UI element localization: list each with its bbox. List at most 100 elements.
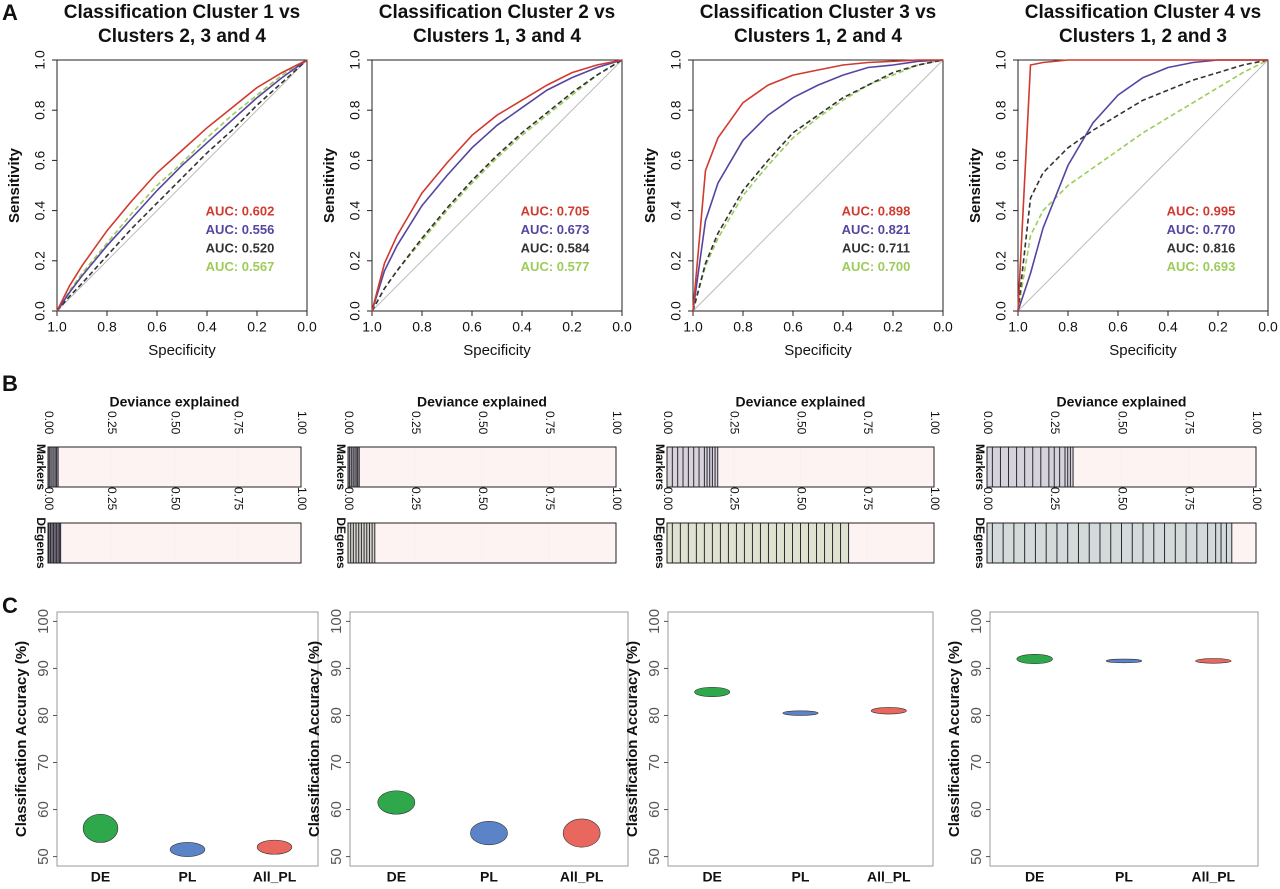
covered-region — [987, 447, 1074, 487]
y-tick-label: 0.6 — [993, 150, 1009, 170]
auc-label: AUC: 0.673 — [521, 222, 590, 237]
chart-title: Clusters 1, 2 and 4 — [734, 26, 902, 47]
violin — [694, 686, 731, 697]
x-tick-label: 1.00 — [295, 487, 309, 511]
roc-curve — [1017, 59, 1269, 312]
y-tick-label: 60 — [35, 801, 52, 818]
x-tick-label: 0.50 — [476, 411, 490, 435]
x-tick-label: 0.2 — [247, 319, 267, 335]
x-tick-label: 0.25 — [105, 411, 119, 435]
x-tick-label: 1.0 — [362, 319, 382, 335]
strip-frame — [47, 522, 302, 564]
y-tick-label: 1.0 — [668, 50, 684, 70]
x-tick-label: 0.50 — [476, 487, 490, 511]
violin — [870, 707, 907, 715]
x-tick-label: 0.50 — [168, 411, 182, 435]
y-axis-label: Sensitivity — [321, 147, 338, 223]
x-tick-label: 1.0 — [47, 319, 67, 335]
y-tick-label: 0.2 — [993, 251, 1009, 271]
y-tick-label: 0.6 — [668, 150, 684, 170]
strip-frame — [986, 522, 1257, 564]
covered-region — [987, 523, 1232, 563]
y-tick-label: 0.4 — [32, 201, 48, 221]
auc-label: AUC: 0.770 — [1167, 222, 1236, 237]
y-axis-label: Classification Accuracy (%) — [946, 641, 963, 837]
x-tick-label: 0.25 — [1048, 487, 1062, 511]
plot-frame — [989, 611, 1259, 867]
strip-title: Deviance explained — [110, 394, 240, 410]
x-tick-label: 1.00 — [295, 411, 309, 435]
series-label: DEgenes — [34, 517, 48, 569]
x-tick-label: All_PL — [253, 869, 297, 885]
auc-label: AUC: 0.995 — [1167, 203, 1236, 218]
y-tick-label: 0.4 — [347, 201, 363, 221]
violin — [1105, 658, 1143, 664]
y-tick-label: 80 — [328, 707, 345, 724]
y-tick-label: 1.0 — [32, 50, 48, 70]
x-tick-label: 0.75 — [232, 411, 246, 435]
auc-label: AUC: 0.711 — [842, 240, 910, 255]
y-tick-label: 60 — [646, 801, 663, 818]
y-tick-label: 60 — [968, 801, 985, 818]
y-tick-label: 70 — [646, 754, 663, 771]
chart-title: Clusters 2, 3 and 4 — [98, 26, 266, 47]
x-tick-label: 0.25 — [105, 487, 119, 511]
violin — [470, 821, 508, 846]
x-tick-label: 0.00 — [342, 411, 356, 435]
y-tick-label: 0.4 — [668, 201, 684, 221]
x-tick-label: 0.25 — [409, 487, 423, 511]
x-tick-label: PL — [480, 869, 498, 885]
x-tick-label: 0.00 — [981, 487, 995, 511]
auc-label: AUC: 0.700 — [842, 259, 911, 274]
x-tick-label: 0.75 — [861, 487, 875, 511]
y-tick-label: 0.0 — [993, 301, 1009, 321]
strip-frame — [666, 446, 935, 488]
y-tick-label: 0.2 — [32, 251, 48, 271]
y-tick-label: 1.0 — [347, 50, 363, 70]
strip-title: Deviance explained — [736, 394, 866, 410]
roc-curve — [692, 59, 944, 312]
x-tick-label: 0.75 — [543, 411, 557, 435]
chart-title: Classification Cluster 2 vs — [379, 2, 616, 23]
x-axis-label: Specificity — [463, 342, 531, 359]
x-tick-label: DE — [387, 869, 406, 885]
series-label: Markers — [34, 444, 48, 490]
strip-frame — [47, 446, 302, 488]
y-tick-label: 80 — [646, 707, 663, 724]
y-tick-label: 100 — [968, 609, 985, 634]
plot-frame — [371, 59, 623, 312]
y-tick-label: 0.2 — [347, 251, 363, 271]
y-axis-label: Classification Accuracy (%) — [624, 641, 641, 837]
strip-frame — [347, 522, 617, 564]
reference-diagonal — [692, 59, 944, 312]
y-tick-label: 0.4 — [993, 201, 1009, 221]
x-axis-label: Specificity — [1109, 342, 1177, 359]
auc-label: AUC: 0.577 — [521, 259, 590, 274]
series-label: Markers — [653, 444, 667, 490]
x-tick-label: 0.4 — [512, 319, 532, 335]
x-tick-label: 0.50 — [1115, 487, 1129, 511]
x-tick-label: 0.6 — [462, 319, 482, 335]
x-tick-label: 0.2 — [883, 319, 903, 335]
y-tick-label: 0.8 — [32, 100, 48, 120]
reference-diagonal — [371, 59, 623, 312]
series-label: DEgenes — [973, 517, 987, 569]
x-tick-label: 0.8 — [97, 319, 117, 335]
auc-label: AUC: 0.602 — [206, 203, 275, 218]
strip-frame — [986, 446, 1257, 488]
violin — [782, 710, 819, 716]
x-tick-label: PL — [179, 869, 197, 885]
y-tick-label: 70 — [328, 754, 345, 771]
x-tick-label: 0.8 — [1058, 319, 1078, 335]
x-tick-label: 0.8 — [733, 319, 753, 335]
violin — [82, 813, 119, 843]
roc-curve — [692, 59, 944, 312]
series-label: DEgenes — [334, 517, 348, 569]
x-tick-label: 0.00 — [981, 411, 995, 435]
x-tick-label: 0.00 — [342, 487, 356, 511]
auc-label: AUC: 0.584 — [521, 240, 590, 255]
plot-frame — [667, 611, 934, 867]
strip-frame — [347, 446, 617, 488]
y-tick-label: 60 — [328, 801, 345, 818]
roc-curve — [371, 59, 623, 312]
